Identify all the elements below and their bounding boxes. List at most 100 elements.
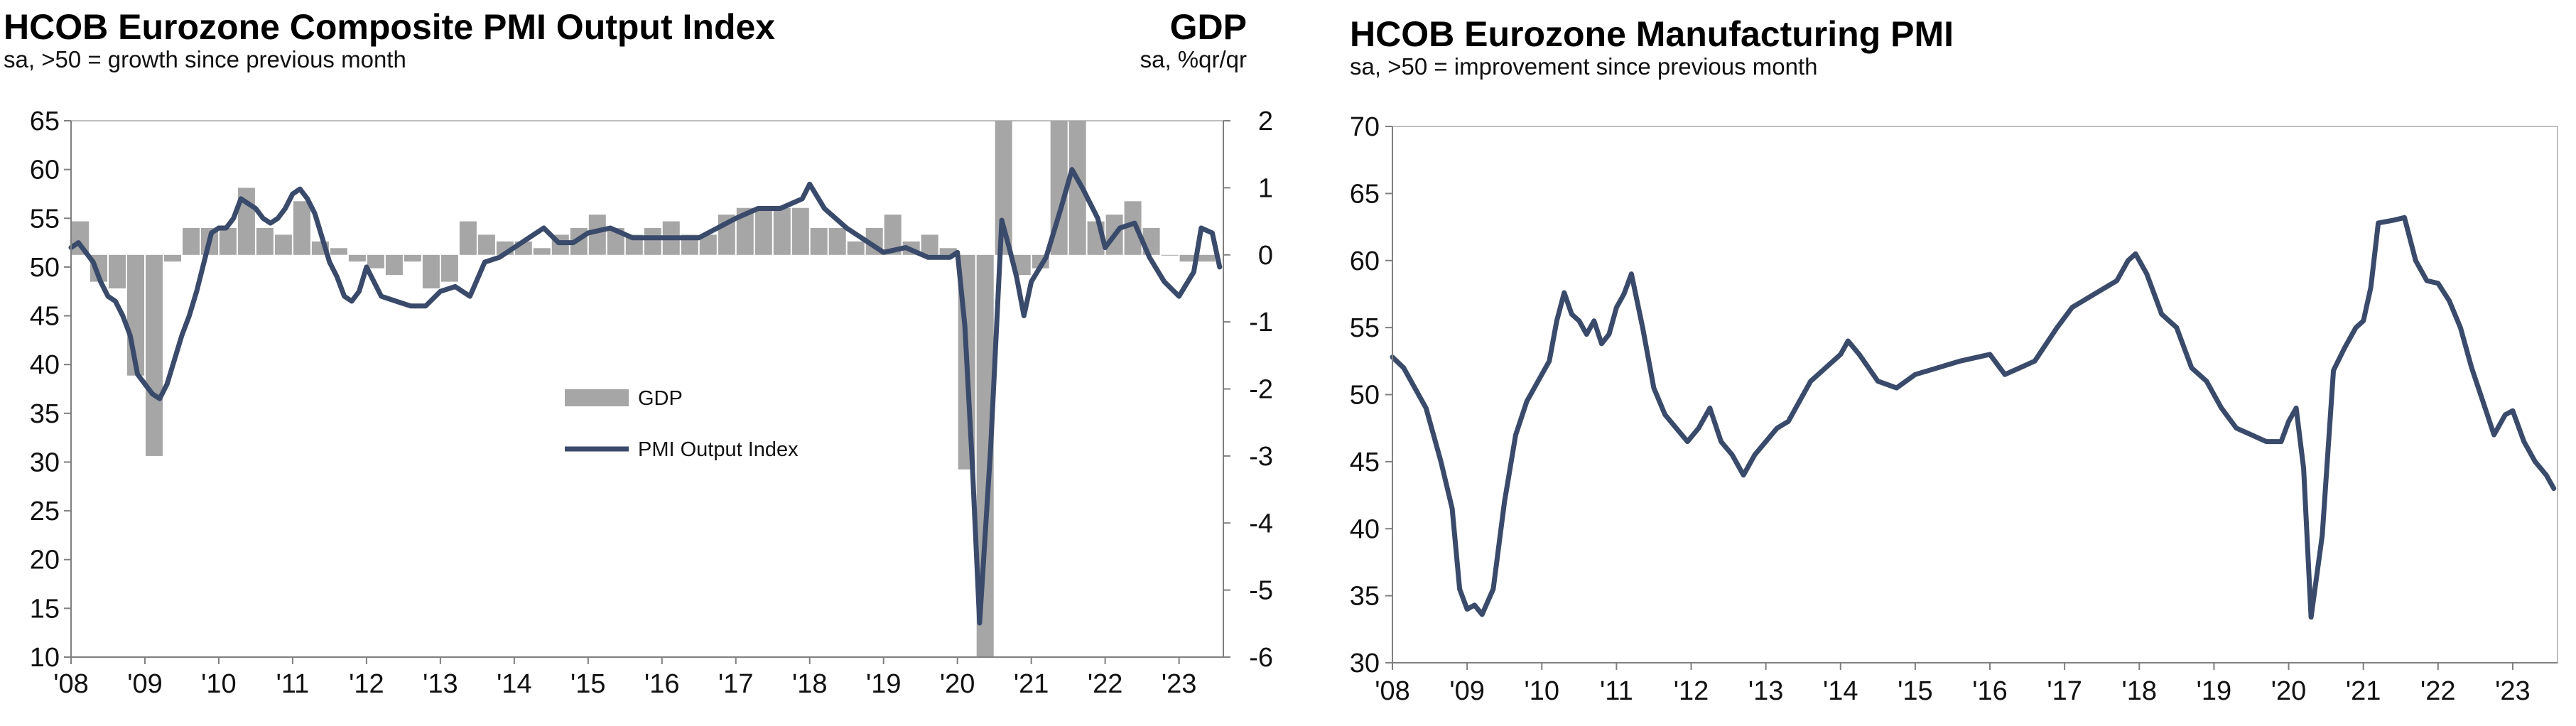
x-tick-labels: '08 '09 '10 '11 '12 '13 '14 '15 '16 '17 '18 '19 '20 '…	[53, 657, 1196, 699]
right-y-tick-label: 2	[1258, 107, 1273, 136]
gdp-bars	[72, 121, 1216, 658]
gdp-bar	[791, 207, 809, 255]
gdp-bar	[146, 254, 163, 456]
x-tick-label: '20	[940, 669, 975, 699]
gdp-bar	[1198, 254, 1216, 262]
x-tick-label: '11	[1600, 676, 1633, 706]
x-tick-label: '19	[2197, 676, 2232, 706]
y-tick-label: 25	[30, 497, 60, 526]
x-tick-label: '13	[423, 669, 458, 699]
y-tick-label: 45	[1350, 448, 1380, 477]
y-tick-labels: 30 35 40 45 50 55 60 65 70	[1350, 112, 1392, 678]
gdp-bar	[256, 228, 274, 255]
x-tick-label: '20	[2271, 676, 2307, 706]
x-tick-label: '14	[1823, 676, 1858, 706]
gdp-bar	[588, 215, 606, 255]
right-y-tick-label: -1	[1249, 308, 1273, 337]
y-tick-label: 50	[1350, 381, 1380, 411]
y-tick-label: 30	[1350, 649, 1380, 678]
gdp-bar	[367, 254, 384, 269]
x-tick-label: '14	[497, 669, 532, 699]
right-y-tick-label: 1	[1258, 173, 1273, 203]
y-tick-label: 20	[30, 546, 60, 575]
x-tick-label: '11	[276, 669, 310, 699]
gdp-bar	[183, 228, 200, 255]
y-tick-label: 40	[1350, 514, 1380, 544]
gdp-bar	[939, 248, 957, 255]
gdp-bar	[477, 234, 495, 255]
plot-area-frame	[1392, 126, 2558, 663]
x-tick-label: '08	[1375, 676, 1410, 706]
legend-gdp-label: GDP	[638, 387, 683, 410]
x-tick-label: '12	[1674, 676, 1709, 706]
right-axis-subtitle: sa, %qr/qr	[1140, 46, 1247, 72]
right-y-tick-label: -4	[1249, 509, 1273, 538]
y-tick-label: 60	[1350, 246, 1380, 276]
right-y-tick-label: -5	[1249, 576, 1273, 606]
y-tick-label: 70	[1350, 112, 1380, 142]
y-tick-label: 35	[30, 399, 60, 429]
y-tick-label: 60	[30, 156, 60, 185]
x-tick-label: '22	[1088, 669, 1123, 699]
legend-pmi-label: PMI Output Index	[638, 438, 799, 461]
left-y-tick-labels: 10 15 20 25 30 35 40 45 50 55 60 65	[30, 107, 71, 673]
gdp-bar	[348, 254, 366, 262]
x-tick-label: '09	[1449, 676, 1485, 706]
y-tick-label: 55	[1350, 313, 1380, 343]
x-tick-label: '18	[2122, 676, 2158, 706]
x-tick-label: '19	[866, 669, 902, 699]
x-tick-label: '13	[1748, 676, 1784, 706]
x-tick-label: '18	[792, 669, 828, 699]
gdp-bar	[1161, 254, 1179, 256]
gdp-bar	[385, 254, 403, 276]
y-tick-label: 40	[30, 350, 60, 380]
gdp-bar	[404, 254, 421, 262]
gdp-bar	[810, 228, 828, 255]
gdp-bar	[533, 248, 551, 255]
gdp-bar	[773, 207, 791, 255]
x-tick-label: '12	[349, 669, 384, 699]
x-tick-label: '09	[127, 669, 163, 699]
chart-title: HCOB Eurozone Composite PMI Output Index	[4, 7, 775, 47]
x-tick-label: '15	[570, 669, 606, 699]
right-y-tick-label: -6	[1249, 643, 1273, 673]
gdp-bar	[274, 234, 292, 255]
gdp-bar	[330, 248, 347, 255]
x-tick-label: '23	[1162, 669, 1197, 699]
x-tick-label: '17	[2047, 676, 2082, 706]
right-y-tick-label: 0	[1258, 241, 1273, 271]
manufacturing-pmi-line	[1390, 215, 2557, 620]
x-tick-label: '10	[201, 669, 237, 699]
x-tick-label: '22	[2420, 676, 2456, 706]
x-tick-labels: '08 '09 '10 '11 '12 '13 '14 '15 '16 '17 '18 '19 '20 '…	[1375, 663, 2531, 706]
right-y-tick-label: -3	[1249, 442, 1273, 472]
legend: GDP PMI Output Index	[565, 387, 799, 461]
right-y-tick-labels: -6 -5 -4 -3 -2 -1 0 1 2	[1223, 107, 1273, 673]
gdp-bar	[164, 254, 181, 262]
gdp-bar	[109, 254, 126, 288]
gdp-bar	[422, 254, 440, 288]
y-tick-label: 30	[30, 448, 60, 477]
gdp-bar	[644, 228, 661, 255]
x-tick-label: '21	[2346, 676, 2381, 706]
y-tick-label: 35	[1350, 582, 1380, 612]
gdp-bar	[219, 228, 237, 255]
gdp-bar	[440, 254, 458, 282]
y-tick-label: 55	[30, 204, 60, 234]
chart-title: HCOB Eurozone Manufacturing PMI	[1350, 14, 1954, 54]
gdp-bar	[754, 207, 772, 255]
pmi-output-index-line	[68, 167, 1223, 626]
x-tick-label: '23	[2495, 676, 2531, 706]
composite-pmi-chart: HCOB Eurozone Composite PMI Output Index…	[4, 7, 1273, 699]
right-axis-title: GDP	[1170, 7, 1247, 47]
y-tick-label: 65	[1350, 179, 1380, 209]
gdp-bar	[1179, 254, 1197, 262]
right-y-tick-label: -2	[1249, 375, 1273, 405]
gdp-bar	[921, 234, 938, 255]
y-tick-label: 45	[30, 302, 60, 332]
y-tick-label: 10	[30, 643, 60, 673]
chart-subtitle: sa, >50 = improvement since previous mon…	[1350, 53, 1818, 80]
x-tick-label: '17	[718, 669, 754, 699]
x-tick-label: '10	[1524, 676, 1559, 706]
